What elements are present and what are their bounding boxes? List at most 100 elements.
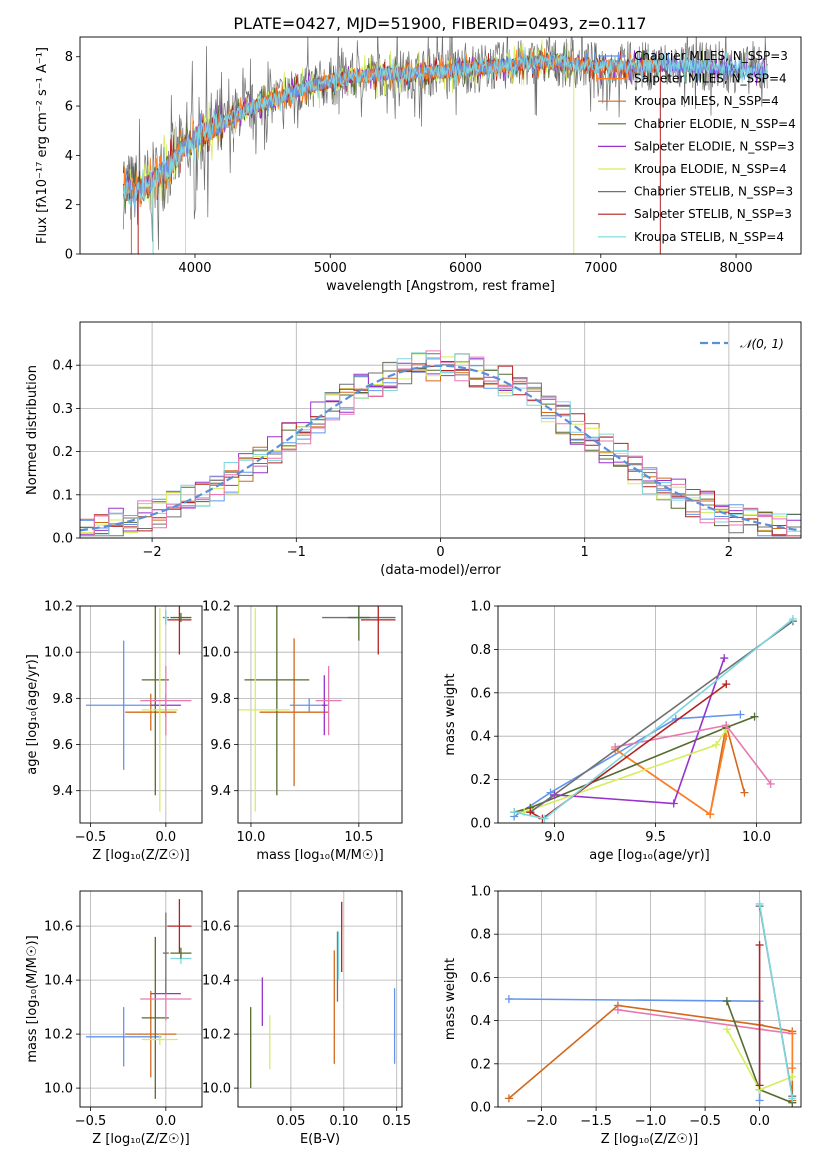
- x-tick-label: 1: [581, 545, 589, 560]
- y-tick-label: 0.3: [52, 402, 73, 417]
- weight-series-kroupa-stelib: [755, 899, 797, 1103]
- x-tick-label: 6000: [449, 261, 482, 276]
- errorbar-point: [315, 666, 342, 736]
- errorbar-point: [348, 606, 370, 641]
- y-tick-label: 1.0: [470, 600, 491, 615]
- y-axis-label: Flux [fλ10⁻¹⁷ erg cm⁻² s⁻¹ A⁻¹]: [35, 47, 50, 244]
- weight-marker: [788, 615, 797, 624]
- y-tick-label: 10.4: [44, 974, 73, 989]
- plot-area: [122, 37, 768, 254]
- y-tick-label: 10.2: [202, 600, 231, 615]
- errorbar-point: [141, 936, 169, 1099]
- errorbar-point: [167, 899, 192, 954]
- weight-marker: [755, 1096, 764, 1105]
- y-axis-label: mass weight: [443, 673, 458, 755]
- y-tick-label: 9.8: [52, 692, 73, 707]
- weight-marker: [722, 721, 731, 730]
- errorbar-point: [141, 606, 169, 796]
- y-axis-label: mass [log₁₀(M/M☉)]: [25, 935, 40, 1062]
- y-tick-label: 0.0: [470, 817, 491, 832]
- y-tick-label: 0.6: [470, 971, 491, 986]
- y-axis-label: Normed distribution: [25, 365, 40, 495]
- legend-label: Chabrier STELIB, N_SSP=3: [634, 185, 793, 199]
- y-tick-label: 10.2: [44, 600, 73, 615]
- panel-1: −2 −1 0 1 2 0.0 0.1 0.2 0.3 0.4 𝒩(0, 1) (data-model…: [25, 321, 802, 578]
- y-tick-label: 6: [65, 100, 73, 115]
- plot-area: [510, 615, 797, 823]
- y-tick-label: 9.8: [210, 692, 231, 707]
- errorbar-point: [125, 990, 177, 1078]
- y-tick-label: 0.8: [470, 643, 491, 658]
- weight-marker: [740, 788, 749, 797]
- weight-marker: [504, 995, 513, 1003]
- weight-marker: [720, 654, 729, 663]
- x-tick-label: 2: [725, 545, 733, 560]
- y-tick-label: 0.4: [470, 730, 491, 745]
- weight-series-extra-pink: [611, 721, 775, 788]
- y-tick-label: 0.2: [52, 445, 73, 460]
- y-tick-label: 10.2: [44, 1028, 73, 1043]
- y-tick-label: 0.2: [470, 1057, 491, 1072]
- x-tick-label: 5000: [314, 261, 347, 276]
- y-axis-label: mass weight: [443, 958, 458, 1040]
- weight-series-salpeter-miles: [788, 1029, 797, 1073]
- y-tick-label: 0.4: [470, 1014, 491, 1029]
- y-tick-label: 1.0: [470, 885, 491, 900]
- x-tick-label: −0.5: [689, 1114, 721, 1129]
- figure-title: PLATE=0427, MJD=51900, FIBERID=0493, z=0…: [233, 14, 646, 33]
- y-tick-label: 9.4: [52, 784, 73, 799]
- errorbar-point: [361, 606, 396, 655]
- axes-frame: [497, 605, 802, 824]
- weight-marker: [722, 680, 731, 689]
- y-tick-label: 0.8: [470, 928, 491, 943]
- y-tick-label: 10.6: [44, 920, 73, 935]
- x-tick-label: 10.0: [236, 830, 265, 845]
- x-tick-label: −0.5: [75, 830, 107, 845]
- errorbar-point: [141, 1034, 178, 1045]
- weight-marker: [706, 810, 715, 819]
- weight-marker: [755, 941, 764, 949]
- y-tick-label: 0.2: [470, 773, 491, 788]
- weight-marker: [669, 799, 678, 808]
- axes-frame: [79, 605, 203, 824]
- x-axis-label: age [log₁₀(age/yr)]: [589, 848, 710, 863]
- x-axis-label: E(B-V): [300, 1132, 340, 1147]
- errorbar-point: [170, 612, 192, 623]
- y-tick-label: 10.0: [44, 646, 73, 661]
- x-tick-label: 8000: [720, 261, 753, 276]
- x-axis-label: mass [log₁₀(M/M☉)]: [256, 848, 383, 863]
- errorbar-point: [140, 666, 192, 736]
- x-tick-label: 9.0: [544, 830, 565, 845]
- y-tick-label: 10.2: [202, 1028, 231, 1043]
- weight-marker: [788, 1064, 797, 1073]
- errorbar-point: [141, 608, 178, 812]
- x-tick-label: −1: [287, 545, 306, 560]
- axes-frame: [237, 890, 403, 1108]
- panel-5: −0.5 0.0 10.0 10.2 10.4 10.6 Z [log₁₀(Z/Z☉)] ma…: [25, 890, 203, 1147]
- errorbar-point: [86, 640, 162, 770]
- x-axis-label: wavelength [Angstrom, rest frame]: [326, 279, 555, 294]
- legend-label: Chabrier ELODIE, N_SSP=4: [634, 117, 796, 131]
- legend-label: Kroupa MILES, N_SSP=4: [634, 94, 779, 108]
- x-axis-label: (data-model)/error: [380, 563, 501, 578]
- y-axis-label: age [log₁₀(age/yr)]: [25, 654, 40, 775]
- y-tick-label: 10.6: [202, 920, 231, 935]
- plot-area: [504, 899, 797, 1107]
- x-axis-label: Z [log₁₀(Z/Z☉)]: [601, 1132, 698, 1147]
- panel-6: 0.05 0.10 0.15 10.0 10.2 10.4 10.6 E(B-V): [202, 890, 411, 1147]
- axes-frame: [79, 321, 802, 539]
- errorbar-point: [86, 1007, 162, 1067]
- legend-label: Kroupa ELODIE, N_SSP=4: [634, 162, 787, 176]
- normal-curve: [80, 364, 801, 532]
- y-tick-label: 0.0: [470, 1101, 491, 1116]
- y-tick-label: 8: [65, 50, 73, 65]
- x-tick-label: −0.5: [75, 1114, 107, 1129]
- errorbar-point: [170, 947, 192, 959]
- legend-label: 𝒩(0, 1): [740, 337, 784, 351]
- axes-frame: [79, 890, 203, 1108]
- weight-series-salpeter-stelib: [755, 941, 764, 1090]
- errorbar-point: [162, 912, 169, 994]
- weight-line: [529, 620, 794, 813]
- y-tick-label: 0.4: [52, 359, 73, 374]
- errorbar-point: [322, 675, 327, 736]
